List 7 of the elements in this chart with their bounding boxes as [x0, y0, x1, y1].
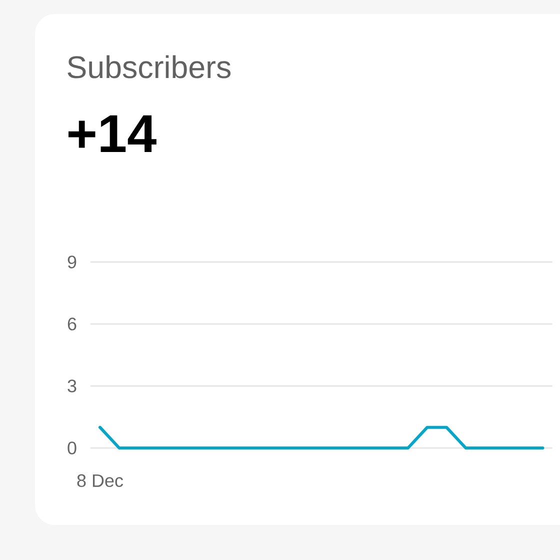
- chart-subtitle: +14: [68, 115, 156, 152]
- chart-title: Subscribers: [68, 55, 231, 78]
- y-tick-label: 3: [68, 380, 76, 392]
- y-tick-label: 6: [68, 318, 76, 330]
- y-tick-label: 9: [68, 256, 76, 268]
- y-tick-label: 0: [68, 442, 76, 454]
- x-tick-label: 8 Dec: [77, 474, 124, 487]
